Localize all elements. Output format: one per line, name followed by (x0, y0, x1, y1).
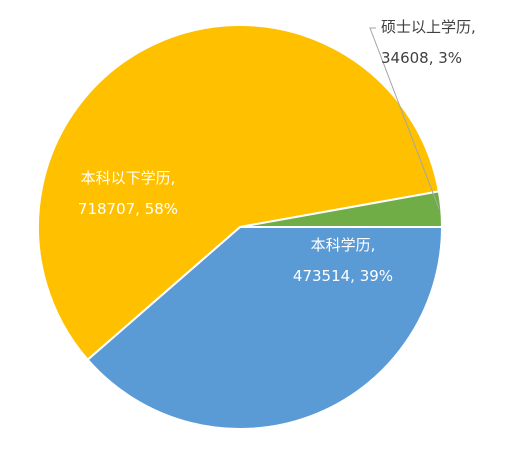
pie-slices (37, 24, 444, 430)
label-below-bachelor-line2: 718707, 58% (78, 200, 178, 218)
slice-master (239, 190, 444, 228)
callout-group (369, 27, 440, 210)
callout-leader-line (369, 27, 440, 210)
label-bachelor-line2: 473514, 39% (293, 267, 393, 285)
label-master-line1: 硕士以上学历, (381, 18, 476, 36)
label-below-bachelor-line1: 本科以下学历, (81, 169, 176, 187)
label-master-line2: 34608, 3% (381, 49, 462, 67)
slice-below-bachelor (37, 24, 440, 362)
label-bachelor-line1: 本科学历, (311, 236, 376, 254)
slice-bachelor (86, 226, 444, 430)
